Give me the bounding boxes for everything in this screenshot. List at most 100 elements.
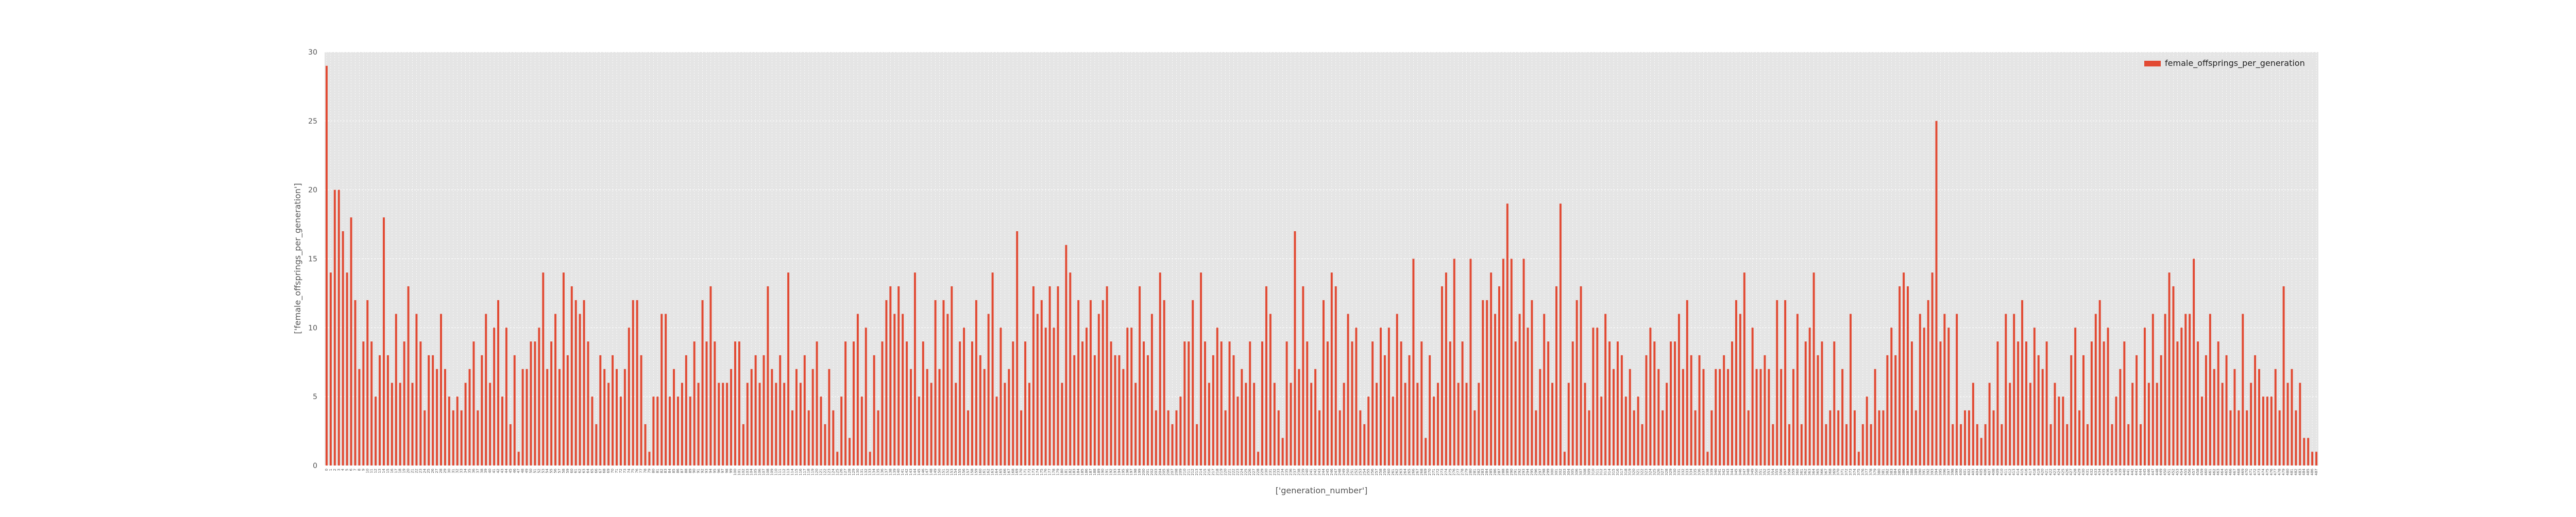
bar [1551,383,1554,466]
bar [1931,272,1934,466]
bar [2009,383,2011,466]
x-tick-label: 201 [1146,469,1150,475]
x-tick-label: 7 [353,469,357,471]
bar [1502,258,1504,466]
bar [832,410,835,466]
bar [1146,355,1149,466]
bar [665,314,667,466]
bar [1972,383,1974,466]
bar [983,369,986,466]
bar [913,272,916,466]
bar [1461,341,1464,466]
bar [1114,355,1116,466]
x-tick-label: 23 [418,469,422,473]
bar [2017,341,2020,466]
bar [2058,397,2060,466]
x-tick-label: 407 [1988,469,1992,475]
x-tick-label: 157 [966,469,970,475]
x-tick-label: 256 [1370,468,1375,475]
x-tick-label: 368 [1828,469,1832,475]
bar [779,355,782,466]
x-tick-label: 484 [2302,468,2306,475]
bar [386,355,389,466]
bar [897,286,900,466]
bar [1914,410,1917,466]
bar [926,369,928,466]
bar [1285,341,1288,466]
x-tick-label: 221 [1228,469,1232,475]
x-tick-label: 251 [1350,469,1354,475]
bar [2295,410,2297,466]
x-tick-label: 367 [1824,469,1828,475]
x-tick-label: 375 [1857,469,1861,475]
x-tick-label: 394 [1935,468,1939,475]
x-tick-label: 438 [2114,469,2118,475]
bar [1253,383,1256,466]
x-tick-label: 426 [2065,468,2069,475]
x-tick-label: 433 [2094,469,2098,475]
bar [979,355,981,466]
x-tick-label: 412 [2008,469,2012,475]
bar [1453,258,1455,466]
bar [1290,383,1292,466]
bar [1183,341,1186,466]
bar [1179,397,1182,466]
x-tick-label: 232 [1273,469,1277,475]
bar [2160,355,2162,466]
x-tick-label: 472 [2253,469,2257,475]
x-tick-label: 91 [697,469,701,473]
x-tick-label: 348 [1747,469,1751,475]
x-tick-label: 379 [1873,469,1877,475]
x-tick-label: 76 [635,468,639,473]
x-tick-label: 254 [1362,468,1366,475]
bar [619,397,622,466]
x-tick-label: 41 [492,469,496,473]
bar [574,300,577,466]
bar [411,383,414,466]
bar [1486,300,1488,466]
x-tick-label: 390 [1918,469,1922,475]
x-tick-label: 97 [721,469,725,473]
bar [1069,272,1072,466]
bar [493,328,496,466]
x-tick-label: 376 [1861,468,1865,475]
bar [1196,424,1198,466]
bar [1143,341,1145,466]
x-tick-label: 271 [1432,469,1436,475]
bar [1245,383,1247,466]
bar [2054,383,2056,466]
x-tick-label: 453 [2175,469,2179,475]
x-tick-label: 62 [578,469,582,473]
bar [505,328,507,466]
bar [1772,424,1774,466]
bar [1204,341,1206,466]
bar [811,369,814,466]
x-tick-label: 26 [431,468,435,473]
bar [1322,300,1325,466]
bar [2033,328,2036,466]
bar [350,217,352,466]
x-tick-label: 149 [934,469,938,475]
x-tick-label: 122 [823,469,827,475]
x-tick-label: 387 [1906,469,1910,475]
x-tick-label: 82 [659,469,664,473]
x-tick-label: 138 [888,469,892,475]
x-tick-label: 380 [1877,469,1881,475]
bar [1200,272,1202,466]
legend-label: female_offsprings_per_generation [2165,58,2305,68]
bar [2238,410,2240,466]
x-tick-label: 461 [2208,469,2212,475]
bar [2115,397,2117,466]
x-tick-label: 481 [2290,469,2294,475]
bar [1281,438,1284,466]
x-tick-label: 11 [369,469,374,473]
bar [1592,328,1595,466]
x-tick-label: 393 [1930,469,1935,475]
bar [1469,258,1472,466]
x-tick-label: 109 [770,469,774,475]
x-tick-label: 366 [1820,468,1824,475]
bar [2140,424,2142,466]
bar [791,410,794,466]
x-tick-label: 222 [1231,469,1235,475]
